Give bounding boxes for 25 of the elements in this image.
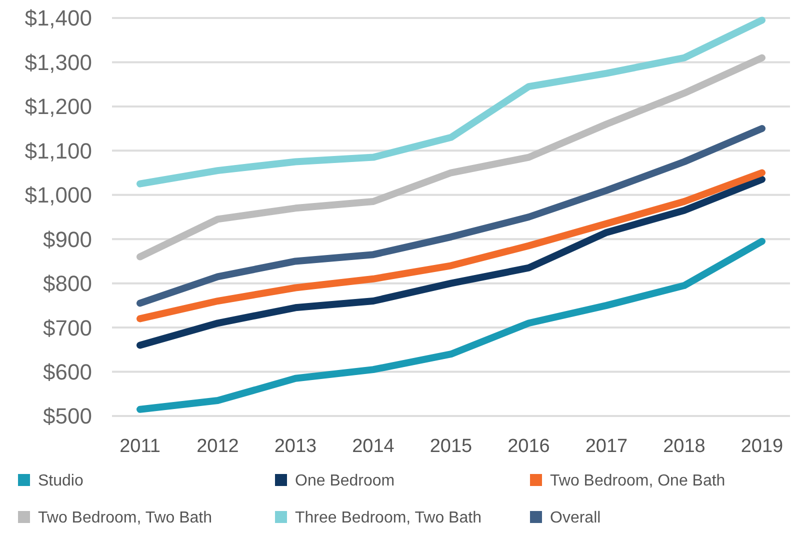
y-tick-label: $1,400 bbox=[24, 6, 92, 31]
y-tick-label: $900 bbox=[43, 226, 92, 252]
y-tick-label: $600 bbox=[43, 359, 92, 384]
x-tick-label: 2019 bbox=[740, 436, 784, 457]
x-tick-label: 2013 bbox=[274, 436, 317, 457]
x-tick-label: 2015 bbox=[430, 436, 472, 457]
y-tick-label: $1,200 bbox=[24, 94, 92, 120]
legend-label: One Bedroom bbox=[295, 472, 395, 490]
x-tick-label: 2012 bbox=[196, 436, 239, 457]
legend-label: Three Bedroom, Two Bath bbox=[295, 510, 482, 527]
y-tick-label: $1,000 bbox=[24, 182, 92, 208]
y-tick-label: $500 bbox=[43, 404, 92, 429]
y-tick-label: $800 bbox=[43, 271, 92, 296]
legend-label: Overall bbox=[550, 510, 601, 527]
x-tick-label: 2011 bbox=[120, 436, 160, 457]
y-tick-label: $1,100 bbox=[24, 138, 92, 164]
x-tick-label: 2018 bbox=[663, 436, 706, 457]
legend-label: Two Bedroom, One Bath bbox=[550, 472, 726, 490]
legend-label: Studio bbox=[38, 472, 84, 490]
y-tick-label: $1,300 bbox=[24, 50, 92, 75]
x-tick-label: 2016 bbox=[508, 436, 550, 457]
y-tick-label: $700 bbox=[43, 315, 92, 340]
x-tick-label: 2017 bbox=[585, 436, 628, 457]
legend-label: Two Bedroom, Two Bath bbox=[38, 510, 212, 527]
x-tick-label: 2014 bbox=[352, 436, 395, 457]
